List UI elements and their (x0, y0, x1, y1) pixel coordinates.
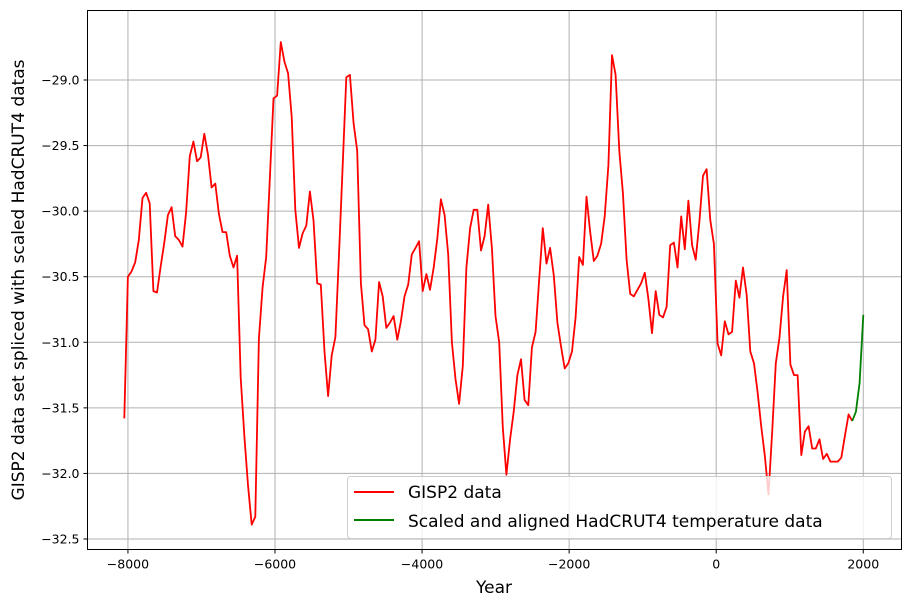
legend: GISP2 data Scaled and aligned HadCRUT4 t… (347, 476, 892, 539)
ticks: −8000 −6000 −4000 −2000 0 2000 −29.0 −29.5 −30.0… (41, 73, 879, 572)
y-tick-label: −30.0 (41, 204, 79, 219)
x-tick-label: 2000 (847, 557, 879, 572)
y-tick-label: −31.5 (41, 400, 79, 415)
y-tick-label: −32.5 (41, 532, 79, 547)
grid (87, 10, 902, 550)
gisp2-series-line (123, 41, 853, 526)
y-tick-label: −29.5 (41, 138, 79, 153)
y-tick-label: −31.0 (41, 335, 79, 350)
legend-label-hadcrut4: Scaled and aligned HadCRUT4 temperature … (408, 512, 823, 532)
y-tick-label: −32.0 (41, 466, 79, 481)
y-tick-label: −29.0 (41, 73, 79, 88)
legend-label-gisp2: GISP2 data (408, 483, 502, 503)
plot-frame (87, 10, 902, 550)
x-tick-label: −8000 (107, 557, 149, 572)
x-tick-label: −6000 (254, 557, 296, 572)
x-axis-label: Year (475, 578, 512, 598)
x-tick-label: −2000 (548, 557, 590, 572)
series-lines (123, 41, 865, 526)
legend-box (347, 476, 892, 539)
x-tick-label: 0 (712, 557, 720, 572)
hadcrut4-series-line (851, 314, 865, 422)
y-tick-label: −30.5 (41, 269, 79, 284)
y-axis-label: GISP2 data set spliced with scaled HadCR… (9, 59, 29, 500)
x-tick-label: −4000 (401, 557, 443, 572)
